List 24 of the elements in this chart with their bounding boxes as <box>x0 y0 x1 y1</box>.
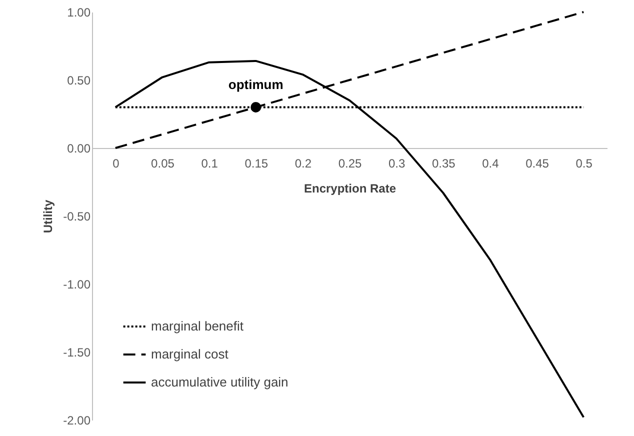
x-tick-label: 0.45 <box>526 156 550 170</box>
x-tick-label: 0.2 <box>294 156 312 170</box>
y-axis-title: Utility <box>41 200 56 234</box>
legend-label: accumulative utility gain <box>151 374 288 390</box>
y-tick-label: 0.50 <box>67 74 91 88</box>
x-tick-label: 0.1 <box>201 156 218 170</box>
x-tick-label: 0.15 <box>244 156 268 170</box>
y-tick-label: -0.50 <box>63 210 91 224</box>
legend-label: marginal cost <box>151 346 229 362</box>
x-tick-label: 0.3 <box>388 156 406 170</box>
x-tick-label: 0.35 <box>432 156 456 170</box>
annotation: optimum <box>228 77 284 92</box>
y-tick-label: 0.00 <box>67 142 91 156</box>
x-tick-label: 0 <box>112 156 120 170</box>
legend-label: marginal benefit <box>151 318 244 334</box>
x-tick-label: 0.4 <box>482 156 500 170</box>
x-tick-label: 0.5 <box>576 156 593 170</box>
x-tick-label: 0.05 <box>151 156 175 170</box>
y-tick-label: -2.00 <box>63 414 91 428</box>
x-axis-title: Encryption Rate <box>304 182 396 196</box>
y-tick-label: -1.00 <box>63 278 91 292</box>
y-tick-label: 1.00 <box>67 6 91 20</box>
y-tick-label: -1.50 <box>63 346 91 360</box>
x-tick-label: 0.25 <box>338 156 362 170</box>
